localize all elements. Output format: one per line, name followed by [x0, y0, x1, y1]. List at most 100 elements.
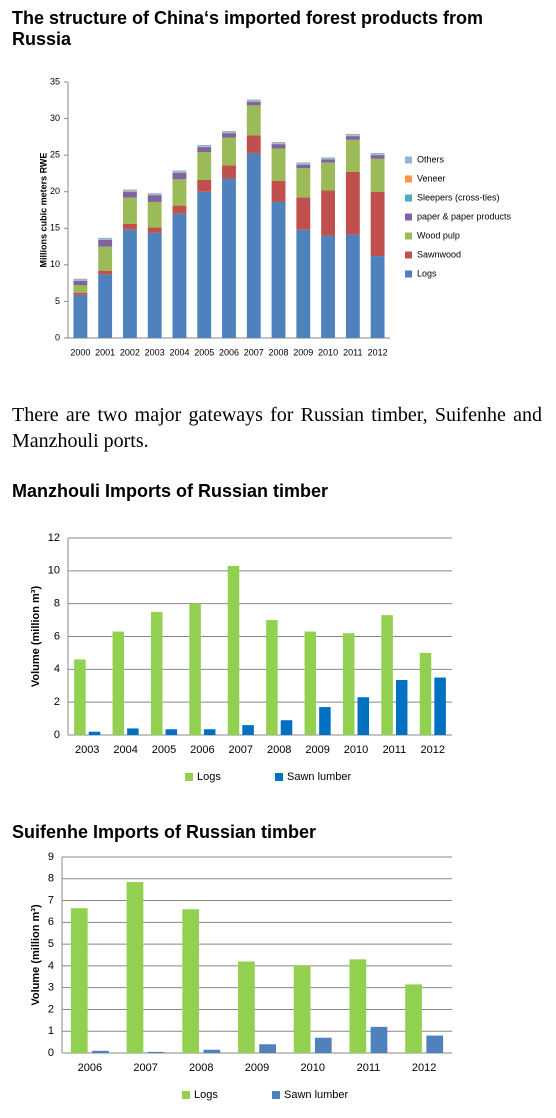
bar — [259, 1044, 276, 1053]
x-tick-label: 2000 — [70, 347, 90, 357]
bar-segment — [222, 165, 236, 179]
bar — [434, 677, 446, 735]
x-tick-label: 2010 — [344, 744, 368, 756]
y-tick-label: 0 — [55, 332, 60, 342]
bar-segment — [222, 178, 236, 338]
bar-segment — [73, 280, 88, 286]
y-tick-label: 1 — [48, 1025, 54, 1037]
x-tick-label: 2011 — [357, 1062, 381, 1074]
y-tick-label: 25 — [50, 150, 60, 160]
y-tick-label: 2 — [54, 696, 60, 708]
heading: The structure of China‘s imported forest… — [12, 8, 484, 49]
y-tick-label: 10 — [48, 565, 60, 577]
legend-label: Logs — [197, 771, 221, 783]
bar-segment — [172, 205, 187, 214]
bar — [112, 631, 125, 735]
y-tick-label: 3 — [48, 982, 54, 994]
bar — [426, 1035, 444, 1053]
bar-segment — [246, 101, 261, 106]
bar-segment — [122, 189, 137, 191]
legend-swatch — [275, 773, 283, 781]
bar-segment — [147, 227, 162, 233]
x-tick-label: 2006 — [78, 1062, 102, 1074]
legend-swatch — [405, 175, 412, 183]
bar-segment — [98, 270, 113, 275]
bar-segment — [271, 141, 286, 144]
y-tick-label: 6 — [48, 916, 54, 928]
bar — [189, 603, 201, 735]
bar-segment — [246, 105, 261, 136]
bar-segment — [197, 147, 212, 153]
y-tick-label: 9 — [48, 851, 54, 863]
bar — [203, 729, 216, 735]
legend-label: Veneer — [417, 173, 446, 183]
x-tick-label: 2007 — [133, 1062, 157, 1074]
bar-segment — [98, 239, 113, 247]
legend-label: Others — [417, 154, 445, 164]
y-tick-label: 4 — [48, 960, 54, 972]
bar-segment — [147, 193, 162, 195]
bar-segment — [73, 294, 88, 338]
bar-segment — [345, 133, 360, 136]
y-tick-label: 6 — [54, 630, 60, 642]
x-tick-label: 2010 — [318, 347, 338, 357]
x-tick-label: 2012 — [412, 1062, 436, 1074]
bar — [203, 1049, 221, 1053]
x-tick-label: 2003 — [145, 347, 165, 357]
bar-segment — [321, 190, 336, 236]
bar — [165, 729, 178, 735]
bar-segment — [370, 158, 385, 192]
bar — [405, 984, 422, 1053]
legend-label: Sawn lumber — [284, 1089, 349, 1101]
y-tick-label: 5 — [55, 296, 60, 306]
bar-segment — [246, 99, 261, 102]
x-tick-label: 2007 — [229, 744, 253, 756]
legend-swatch — [272, 1091, 280, 1099]
bar-segment — [370, 191, 385, 257]
bar — [182, 909, 200, 1053]
x-tick-label: 2009 — [245, 1062, 269, 1074]
bar-segment — [296, 197, 311, 230]
bar — [357, 697, 370, 735]
bar — [74, 659, 86, 735]
heading: Suifenhe Imports of Russian timber — [12, 822, 317, 842]
bar-segment — [73, 292, 88, 295]
bar-segment — [345, 136, 360, 140]
bar — [280, 720, 293, 735]
x-tick-label: 2012 — [368, 347, 388, 357]
bar — [314, 1037, 332, 1053]
bar — [70, 908, 88, 1053]
legend-swatch — [185, 773, 193, 781]
bar-segment — [370, 152, 385, 155]
x-tick-label: 2006 — [190, 744, 214, 756]
bar-segment — [296, 164, 311, 169]
x-tick-label: 2010 — [300, 1062, 324, 1074]
y-tick-label: 0 — [54, 729, 60, 741]
bar-segment — [271, 201, 286, 338]
y-tick-label: 4 — [54, 663, 60, 675]
bar-segment — [73, 285, 88, 293]
bar — [319, 707, 331, 735]
bar — [293, 965, 311, 1053]
bar — [395, 680, 408, 735]
y-axis-label: Millions cubic meters RWE — [38, 153, 48, 268]
x-tick-label: 2008 — [269, 347, 289, 357]
bar-segment — [246, 152, 261, 338]
bar-segment — [172, 172, 187, 180]
bar-segment — [98, 237, 113, 240]
bar-segment — [321, 235, 336, 338]
x-tick-label: 2007 — [244, 347, 264, 357]
bar-segment — [172, 213, 187, 338]
bar — [227, 565, 240, 735]
y-tick-label: 7 — [48, 894, 54, 906]
bar-segment — [122, 191, 137, 198]
legend-swatch — [405, 232, 412, 240]
bar-segment — [122, 197, 137, 224]
bar-segment — [370, 155, 385, 159]
bar-segment — [321, 159, 336, 163]
y-tick-label: 5 — [48, 938, 54, 950]
legend-label: Sawn lumber — [287, 771, 352, 783]
bar-segment — [222, 133, 236, 138]
y-tick-label: 2 — [48, 1003, 54, 1015]
